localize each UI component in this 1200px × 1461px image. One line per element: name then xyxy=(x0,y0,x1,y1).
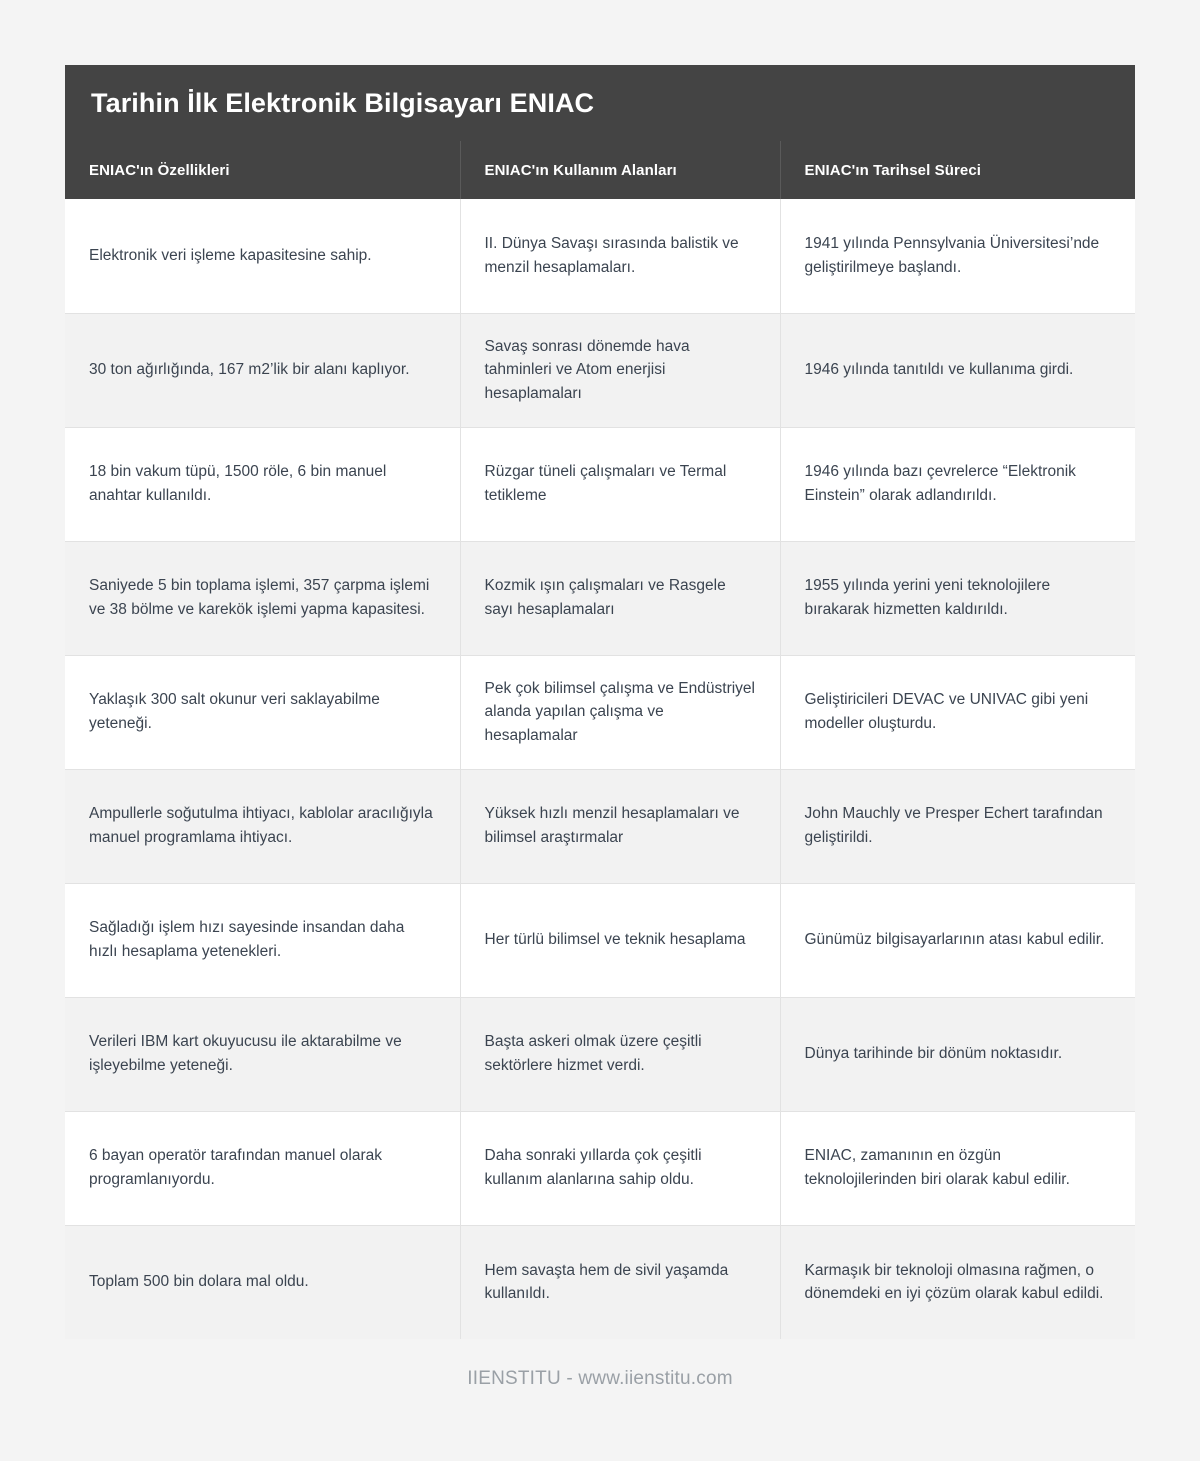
cell-kullanim: II. Dünya Savaşı sırasında balistik ve m… xyxy=(460,199,781,314)
column-header-kullanim-alanlari: ENIAC'ın Kullanım Alanları xyxy=(460,141,781,199)
table-row: Elektronik veri işleme kapasitesine sahi… xyxy=(65,199,1135,314)
table-row: Yaklaşık 300 salt okunur veri saklayabil… xyxy=(65,655,1135,770)
cell-kullanim: Savaş sonrası dönemde hava tahminleri ve… xyxy=(460,313,781,428)
table-row: Verileri IBM kart okuyucusu ile aktarabi… xyxy=(65,997,1135,1112)
table-row: 18 bin vakum tüpü, 1500 röle, 6 bin manu… xyxy=(65,427,1135,542)
cell-kullanim: Her türlü bilimsel ve teknik hesaplama xyxy=(460,883,781,998)
cell-ozellik: 6 bayan operatör tarafından manuel olara… xyxy=(65,1111,461,1226)
infographic-title-bar: Tarihin İlk Elektronik Bilgisayarı ENIAC xyxy=(65,65,1135,141)
cell-tarih: 1946 yılında tanıtıldı ve kullanıma gird… xyxy=(780,313,1135,428)
cell-kullanim: Hem savaşta hem de sivil yaşamda kullanı… xyxy=(460,1225,781,1339)
cell-tarih: Karmaşık bir teknoloji olmasına rağmen, … xyxy=(804,1261,1104,1303)
cell-ozellik: 18 bin vakum tüpü, 1500 röle, 6 bin manu… xyxy=(65,427,461,542)
table-row: Toplam 500 bin dolara mal oldu. Hem sava… xyxy=(65,1225,1135,1339)
cell-tarih: Geliştiricileri DEVAC ve UNIVAC gibi yen… xyxy=(780,655,1135,770)
cell-ozellik: Toplam 500 bin dolara mal oldu. xyxy=(65,1225,461,1339)
page-title: Tarihin İlk Elektronik Bilgisayarı ENIAC xyxy=(91,87,595,118)
cell-ozellik: Elektronik veri işleme kapasitesine sahi… xyxy=(65,199,461,314)
table-row: 6 bayan operatör tarafından manuel olara… xyxy=(65,1111,1135,1226)
eniac-infographic-card: Tarihin İlk Elektronik Bilgisayarı ENIAC… xyxy=(65,65,1135,1339)
cell-ozellik: 30 ton ağırlığında, 167 m2’lik bir alanı… xyxy=(65,313,461,428)
cell-ozellik: Sağladığı işlem hızı sayesinde insandan … xyxy=(65,883,461,998)
eniac-comparison-table: ENIAC'ın Özellikleri ENIAC'ın Kullanım A… xyxy=(65,141,1135,1339)
cell-tarih: 1941 yılında Pennsylvania Üniversitesi’n… xyxy=(780,199,1135,314)
footer-attribution: IIENSTITU - www.iienstitu.com xyxy=(467,1368,733,1389)
table-row: Sağladığı işlem hızı sayesinde insandan … xyxy=(65,883,1135,998)
column-header-ozellikler: ENIAC'ın Özellikleri xyxy=(65,141,461,199)
cell-ozellik: Ampullerle soğutulma ihtiyacı, kablolar … xyxy=(65,769,461,884)
cell-ozellik: Saniyede 5 bin toplama işlemi, 357 çarpm… xyxy=(65,541,461,656)
cell-tarih: John Mauchly ve Presper Echert tarafında… xyxy=(780,769,1135,884)
table-header: ENIAC'ın Özellikleri ENIAC'ın Kullanım A… xyxy=(65,141,1135,199)
cell-tarih: ENIAC, zamanının en özgün teknolojilerin… xyxy=(780,1111,1135,1226)
table-row: Saniyede 5 bin toplama işlemi, 357 çarpm… xyxy=(65,541,1135,656)
cell-kullanim: Daha sonraki yıllarda çok çeşitli kullan… xyxy=(460,1111,781,1226)
column-header-tarihsel-surec: ENIAC'ın Tarihsel Süreci xyxy=(780,141,1135,199)
cell-kullanim: Rüzgar tüneli çalışmaları ve Termal teti… xyxy=(460,427,781,542)
table-header-row: ENIAC'ın Özellikleri ENIAC'ın Kullanım A… xyxy=(65,141,1135,199)
cell-tarih: 1946 yılında bazı çevrelerce “Elektronik… xyxy=(780,427,1135,542)
cell-tarih: Dünya tarihinde bir dönüm noktasıdır. xyxy=(780,997,1135,1112)
table-row: Ampullerle soğutulma ihtiyacı, kablolar … xyxy=(65,769,1135,884)
table-body: Elektronik veri işleme kapasitesine sahi… xyxy=(65,199,1135,1339)
cell-kullanim: Kozmik ışın çalışmaları ve Rasgele sayı … xyxy=(460,541,781,656)
cell-kullanim: Başta askeri olmak üzere çeşitli sektörl… xyxy=(460,997,781,1112)
cell-kullanim: Yüksek hızlı menzil hesaplamaları ve bil… xyxy=(460,769,781,884)
cell-ozellik: Verileri IBM kart okuyucusu ile aktarabi… xyxy=(65,997,461,1112)
cell-tarih: 1955 yılında yerini yeni teknolojilere b… xyxy=(780,541,1135,656)
cell-tarih: Günümüz bilgisayarlarının atası kabul ed… xyxy=(780,883,1135,998)
cell-ozellik: Yaklaşık 300 salt okunur veri saklayabil… xyxy=(65,655,461,770)
cell-kullanim: Pek çok bilimsel çalışma ve Endüstriyel … xyxy=(460,655,781,770)
table-row: 30 ton ağırlığında, 167 m2’lik bir alanı… xyxy=(65,313,1135,428)
